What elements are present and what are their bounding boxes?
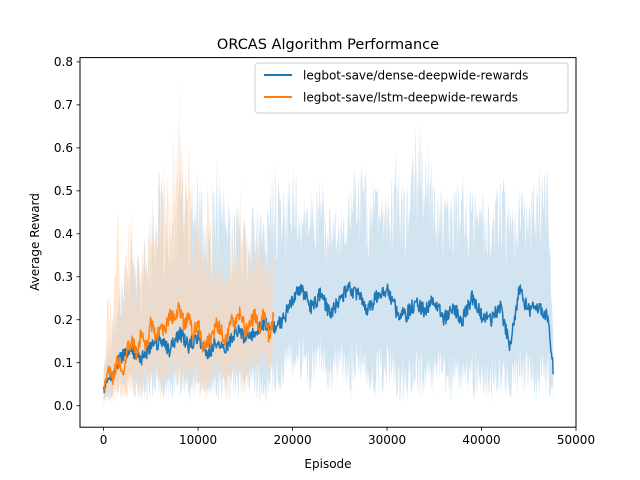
legend: legbot-save/dense-deepwide-rewards legbo… [254, 62, 569, 114]
y-tick-label: 0.5 [54, 184, 73, 198]
legend-label-lstm: legbot-save/lstm-deepwide-rewards [303, 91, 518, 105]
x-tick-label: 0 [100, 433, 108, 447]
y-tick-label: 0.0 [54, 399, 73, 413]
series-lines [102, 281, 554, 394]
x-axis-label: Episode [304, 457, 351, 471]
series-line-lstm [102, 302, 275, 392]
y-tick-label: 0.8 [54, 55, 73, 69]
x-tick-label: 10000 [179, 433, 217, 447]
y-tick-label: 0.1 [54, 356, 73, 370]
y-axis-label: Average Reward [28, 193, 42, 291]
band-lstm [103, 79, 274, 406]
x-axis-ticks: 0 10000 20000 30000 40000 50000 [100, 427, 595, 447]
y-tick-label: 0.2 [54, 313, 73, 327]
x-tick-label: 50000 [557, 433, 595, 447]
confidence-bands [103, 79, 554, 406]
x-tick-label: 20000 [273, 433, 311, 447]
legend-label-dense: legbot-save/dense-deepwide-rewards [303, 69, 528, 83]
legend-box [254, 62, 569, 114]
x-tick-label: 30000 [368, 433, 406, 447]
y-tick-label: 0.4 [54, 227, 73, 241]
series-line-dense [102, 281, 554, 394]
plot-frame [79, 57, 577, 428]
y-tick-label: 0.7 [54, 98, 73, 112]
y-tick-label: 0.3 [54, 270, 73, 284]
y-axis-ticks: 0.0 0.1 0.2 0.3 0.4 0.5 0.6 0.7 0.8 [54, 55, 80, 413]
chart-title: ORCAS Algorithm Performance [217, 37, 439, 53]
x-tick-label: 40000 [462, 433, 500, 447]
y-tick-label: 0.6 [54, 141, 73, 155]
